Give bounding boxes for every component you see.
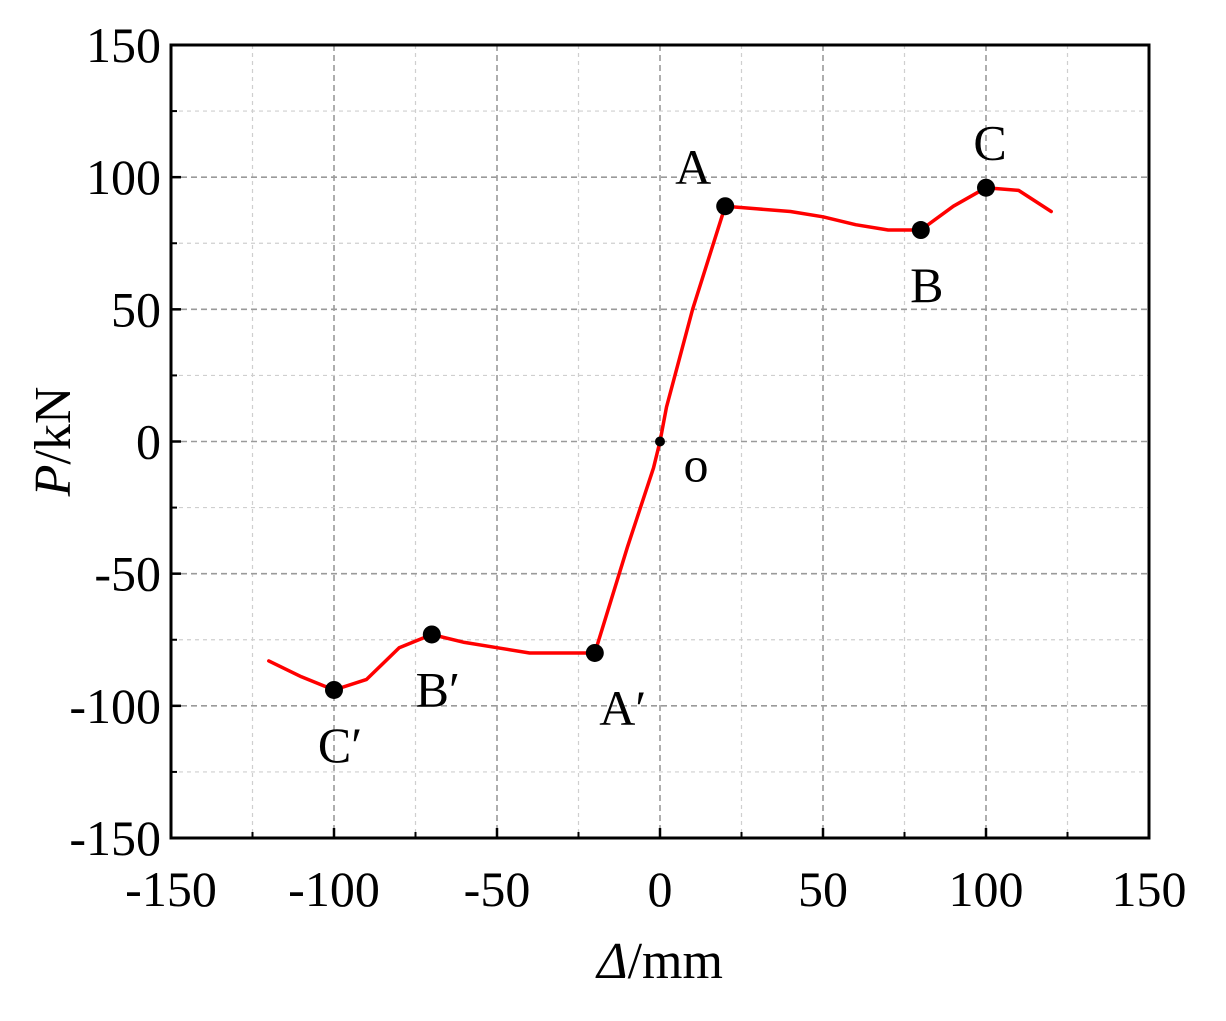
x-tick-label: -50 bbox=[464, 861, 531, 917]
point-marker bbox=[422, 625, 441, 644]
label-layer: A B C A′ B′ C′ o bbox=[318, 115, 1007, 773]
y-axis-symbol: P bbox=[25, 465, 82, 498]
x-tick-label: -100 bbox=[288, 861, 380, 917]
x-axis-title: Δ/mm bbox=[595, 933, 723, 990]
x-tick-label: 50 bbox=[798, 861, 848, 917]
x-tick-label: 150 bbox=[1112, 861, 1187, 917]
y-tick-label: 50 bbox=[111, 281, 161, 337]
point-marker bbox=[977, 178, 995, 197]
y-tick-label: -100 bbox=[69, 678, 161, 734]
point-marker bbox=[911, 221, 930, 240]
x-tick-label: -150 bbox=[125, 861, 217, 917]
x-tick-label: 100 bbox=[949, 861, 1024, 917]
origin-marker bbox=[655, 436, 665, 447]
y-axis-unit: /kN bbox=[25, 387, 82, 465]
point-label: C bbox=[973, 115, 1006, 171]
x-axis-unit: /mm bbox=[628, 933, 723, 990]
marker-layer bbox=[325, 178, 995, 699]
grid-layer bbox=[171, 45, 1149, 838]
y-tick-label: -50 bbox=[94, 546, 161, 602]
point-marker bbox=[585, 643, 604, 662]
y-axis-title: P/kN bbox=[25, 387, 82, 498]
y-tick-label: -150 bbox=[69, 810, 161, 866]
point-label: A bbox=[675, 139, 711, 195]
y-tick-label: 0 bbox=[136, 414, 161, 470]
point-label: B bbox=[910, 257, 943, 313]
point-label: B′ bbox=[416, 661, 460, 717]
point-marker bbox=[325, 680, 343, 699]
x-tick-label: 0 bbox=[648, 861, 673, 917]
point-label: C′ bbox=[318, 717, 362, 773]
x-axis-symbol: Δ bbox=[595, 933, 628, 990]
tick-layer: -150 -100 -50 0 50 100 150 -150 -100 -50 0 50 100 150 bbox=[69, 17, 1186, 917]
y-tick-label: 150 bbox=[86, 17, 161, 73]
y-tick-label: 100 bbox=[86, 149, 161, 205]
point-label: A′ bbox=[599, 680, 646, 736]
origin-label: o bbox=[684, 437, 709, 493]
point-marker bbox=[716, 197, 735, 216]
